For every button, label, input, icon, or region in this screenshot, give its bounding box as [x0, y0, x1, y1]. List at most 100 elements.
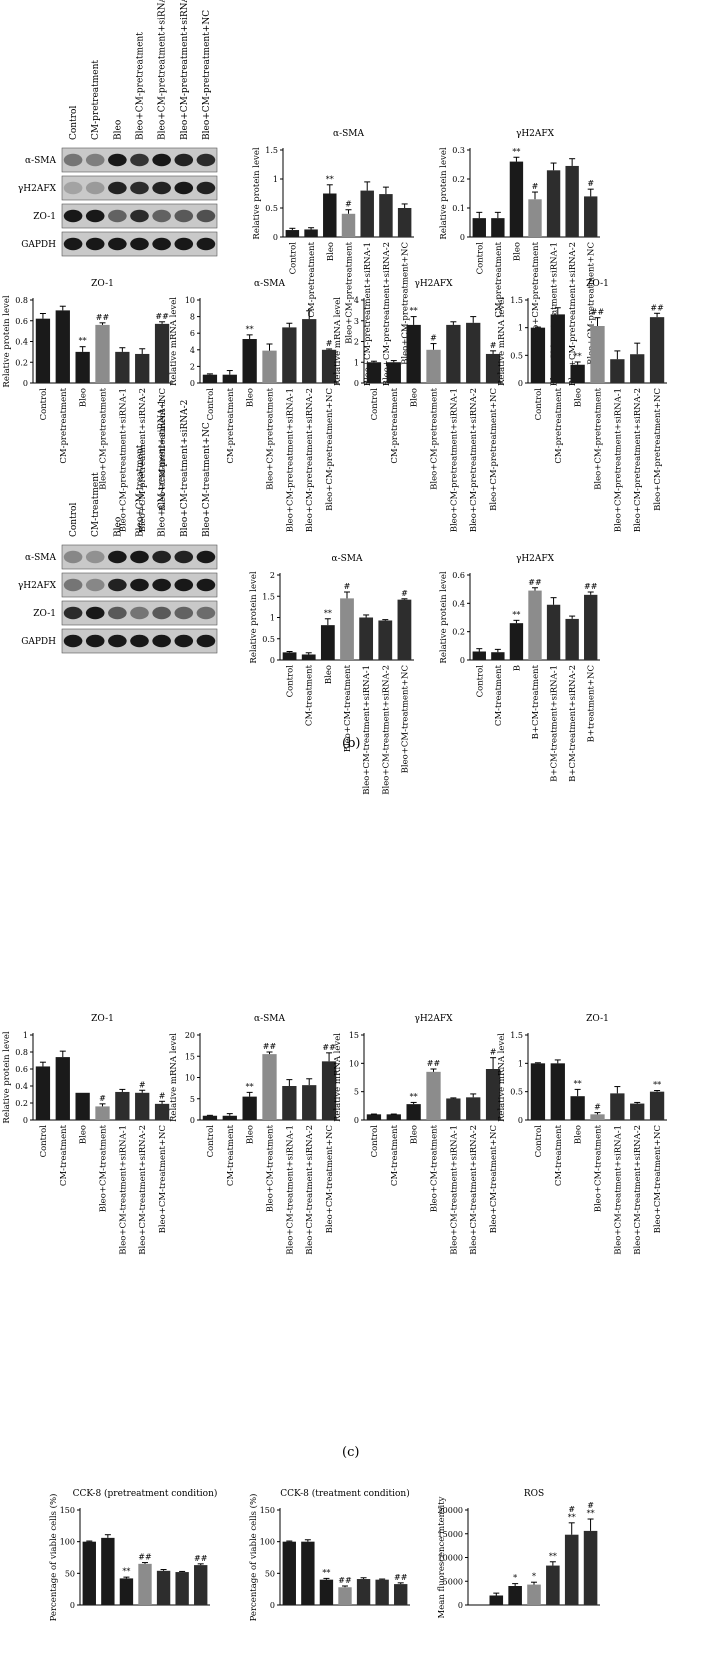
y-tick-label: 5: [354, 1088, 359, 1097]
x-tick-label: Bleo+CM-treatment: [430, 1124, 440, 1212]
bar: [584, 196, 598, 237]
chart-title: ROS: [524, 1489, 544, 1499]
bar: [175, 1572, 189, 1605]
bar: [550, 1063, 565, 1120]
blot-band: [174, 181, 194, 195]
x-tick-label: CM-pretreatment: [554, 387, 564, 463]
bar: [386, 362, 401, 383]
y-tick-label: 0: [354, 1116, 359, 1125]
x-tick-label: Bleo+CM-treatment+siRNA-1: [362, 665, 372, 795]
bar: [282, 327, 297, 383]
x-tick-label: Bleo+CM-treatment: [99, 1124, 109, 1212]
x-tick-label: Bleo+CM-treatment+siRNA-1: [449, 1125, 459, 1255]
significance-mark: #: [490, 1048, 497, 1057]
bar: [472, 218, 486, 237]
bar: [546, 604, 561, 660]
y-axis-label: Relative protein level: [252, 147, 262, 239]
bar: [194, 1565, 208, 1605]
bar: [530, 327, 546, 383]
x-tick-label: B+treatment+NC: [587, 665, 597, 742]
bar: [242, 1096, 257, 1120]
bar: [378, 620, 393, 660]
bar: [426, 1071, 441, 1120]
bar: [135, 353, 150, 383]
y-tick-label: 0.5: [510, 351, 523, 360]
y-tick-label: 0.3: [452, 146, 465, 155]
bar: [446, 1098, 461, 1120]
blot-band: [108, 237, 127, 251]
y-axis-label: Relative mRNA level: [169, 297, 179, 386]
y-tick-label: 0: [23, 1116, 28, 1125]
bar: [359, 617, 374, 660]
bar: [375, 1579, 389, 1605]
chart-12: ZO-1 Relative mRNA level 0 0.5 1 1.5 Control CM…: [497, 1014, 667, 1255]
x-tick-label: Bleo+CM-pretreatment+siRNA-1: [285, 388, 295, 532]
panel-c-caption: (c): [342, 1445, 360, 1460]
y-tick-label: 4: [354, 296, 359, 305]
x-tick-label: Bleo: [512, 242, 522, 261]
chart-title: ZO-1: [91, 279, 114, 289]
significance-mark: **: [653, 1081, 661, 1090]
x-tick-label: Bleo+CM-treatment+siRNA-1: [118, 1125, 128, 1255]
y-tick-label: 0.8: [15, 296, 28, 305]
significance-mark: #: [326, 339, 333, 348]
bar: [583, 1530, 598, 1605]
x-tick-label: Bleo+CM-treatment+siRNA-2: [633, 1125, 643, 1255]
bar: [550, 314, 565, 383]
x-tick-label: Bleo+CM-treatment+NC: [158, 1125, 168, 1233]
blot-row-label: ZO-1: [33, 609, 56, 619]
bar: [406, 1104, 421, 1120]
significance-mark: #: [490, 341, 497, 350]
x-tick-label: Bleo+CM-pretreatment: [345, 241, 355, 343]
significance-mark: ##: [155, 312, 169, 321]
x-tick-label: Control: [534, 1125, 544, 1158]
y-tick-label: 100: [260, 1538, 275, 1547]
significance-mark: **: [122, 1567, 130, 1576]
blot-band: [196, 606, 216, 620]
chart-14: CCK-8 (treatment condition) Percentage of…: [248, 1488, 410, 1621]
chart-5: γH2AFX Relative mRNA level 0 1 2 3 4 Control CM-…: [333, 279, 503, 532]
bar: [360, 190, 374, 237]
blot-band: [174, 578, 194, 592]
chart-10: α-SMA Relative mRNA level 0 5 10 15 20 Control C…: [169, 1014, 339, 1255]
x-tick-label: CM-treatment: [305, 664, 315, 726]
bar: [95, 1106, 110, 1120]
significance-mark: **: [512, 147, 520, 156]
x-tick-label: Control: [370, 1125, 380, 1158]
chart-9: ZO-1 Relative protein level 0 0.2 0.4 0.6 0.8 1…: [2, 1014, 172, 1255]
blot-band: [196, 550, 216, 564]
bar: [570, 1096, 585, 1120]
blot-lane-label: Bleo+CM-treatment+NC: [202, 422, 212, 537]
x-tick-label: Bleo+CM-pretreatment: [531, 241, 541, 343]
y-tick-label: 2: [190, 362, 195, 371]
y-tick-label: 0.2: [15, 1099, 28, 1108]
x-tick-label: Bleo+CM-pretreatment+siRNA-1: [118, 388, 128, 532]
y-tick-label: 4: [190, 346, 195, 355]
x-tick-label: Bleo+CM-treatment+siRNA-1: [285, 1125, 295, 1255]
y-tick-label: 8: [190, 313, 195, 322]
blot-band: [108, 181, 127, 195]
x-tick-label: Bleo+CM-treatment+siRNA-2: [381, 665, 391, 795]
bar: [530, 1063, 546, 1120]
chart-title: CCK-8 (pretreatment condition): [73, 1488, 218, 1499]
x-tick-label: Bleo+CM-pretreatment: [594, 387, 604, 489]
blot-band: [196, 634, 216, 648]
y-tick-label: 0: [270, 1601, 275, 1610]
blot-band: [63, 209, 83, 223]
bar: [95, 324, 110, 383]
blot-band: [63, 634, 83, 648]
blot-band: [63, 153, 83, 167]
western-blot-2: Control CM-treatment Bleo Bleo+CM-treatment…: [18, 400, 218, 654]
significance-mark: #: [532, 182, 539, 191]
y-tick-label: 0: [23, 379, 28, 388]
y-tick-label: 0.5: [510, 1088, 523, 1097]
significance-mark: **: [568, 1513, 576, 1522]
x-tick-label: CM-pretreatment: [59, 387, 69, 463]
blot-band: [152, 209, 171, 223]
bar: [115, 1091, 130, 1120]
y-tick-label: 0.6: [15, 317, 28, 326]
x-tick-label: Control: [475, 665, 485, 698]
bar: [394, 1584, 408, 1605]
blot-row-label: γH2AFX: [18, 184, 57, 194]
